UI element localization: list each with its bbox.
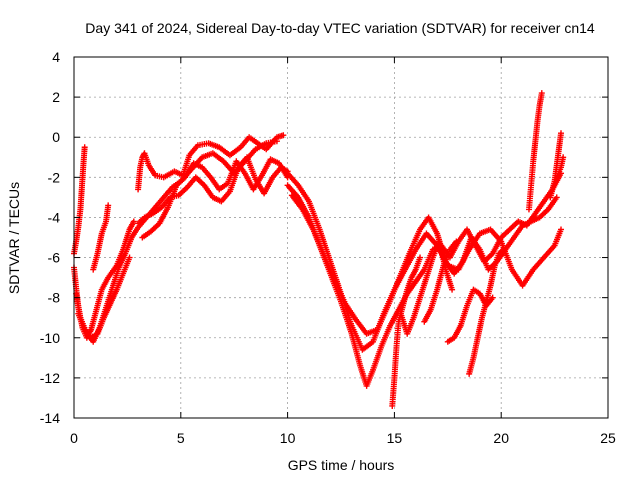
data-point bbox=[81, 144, 88, 151]
data-point bbox=[558, 226, 565, 233]
series-track-3 bbox=[75, 254, 133, 341]
y-tick-label: -8 bbox=[48, 290, 61, 306]
series-track-8 bbox=[139, 156, 291, 241]
series-track-5 bbox=[90, 202, 112, 273]
data-point bbox=[126, 254, 133, 261]
x-axis-label: GPS time / hours bbox=[288, 457, 395, 473]
axis-ticks: 0 5 10 15 20 25 -14 -12 -10 -8 -6 -4 -2 0 2 4 bbox=[40, 49, 616, 446]
series-track-13 bbox=[397, 238, 456, 337]
series-track-17 bbox=[525, 90, 545, 213]
data-point bbox=[538, 90, 545, 97]
data-point bbox=[105, 202, 112, 209]
data-point bbox=[489, 294, 496, 301]
data-point bbox=[130, 218, 137, 225]
x-tick-label: 15 bbox=[387, 430, 403, 446]
y-tick-label: 4 bbox=[52, 49, 60, 65]
data-point bbox=[280, 132, 287, 139]
data-point bbox=[453, 238, 460, 245]
series-track-11 bbox=[288, 192, 560, 337]
series-track-16 bbox=[466, 246, 507, 377]
y-tick-label: -6 bbox=[48, 250, 61, 266]
grid bbox=[74, 57, 608, 418]
y-axis-label: SDTVAR / TECUs bbox=[6, 182, 22, 294]
series-track-19 bbox=[549, 154, 567, 193]
y-tick-label: 2 bbox=[52, 89, 60, 105]
plot-frame bbox=[73, 56, 609, 419]
y-tick-label: -10 bbox=[40, 330, 60, 346]
y-tick-label: -2 bbox=[48, 169, 61, 185]
y-tick-label: -4 bbox=[48, 209, 61, 225]
data-point bbox=[449, 286, 456, 293]
y-tick-label: 0 bbox=[52, 129, 60, 145]
data-points bbox=[71, 90, 567, 409]
y-tick-label: -14 bbox=[40, 410, 60, 426]
data-point bbox=[560, 154, 567, 161]
series-track-6 bbox=[135, 132, 287, 193]
x-tick-label: 10 bbox=[280, 430, 296, 446]
y-tick-label: -12 bbox=[40, 370, 60, 386]
data-point bbox=[500, 246, 507, 253]
series-track-15 bbox=[444, 286, 496, 345]
x-tick-label: 5 bbox=[177, 430, 185, 446]
series-track-14 bbox=[421, 238, 460, 325]
data-point bbox=[558, 130, 565, 137]
x-tick-label: 25 bbox=[600, 430, 616, 446]
data-point bbox=[553, 194, 560, 201]
x-tick-label: 20 bbox=[493, 430, 509, 446]
data-point bbox=[417, 254, 424, 261]
x-tick-label: 0 bbox=[70, 430, 78, 446]
chart-title: Day 341 of 2024, Sidereal Day-to-day VTE… bbox=[85, 20, 595, 36]
